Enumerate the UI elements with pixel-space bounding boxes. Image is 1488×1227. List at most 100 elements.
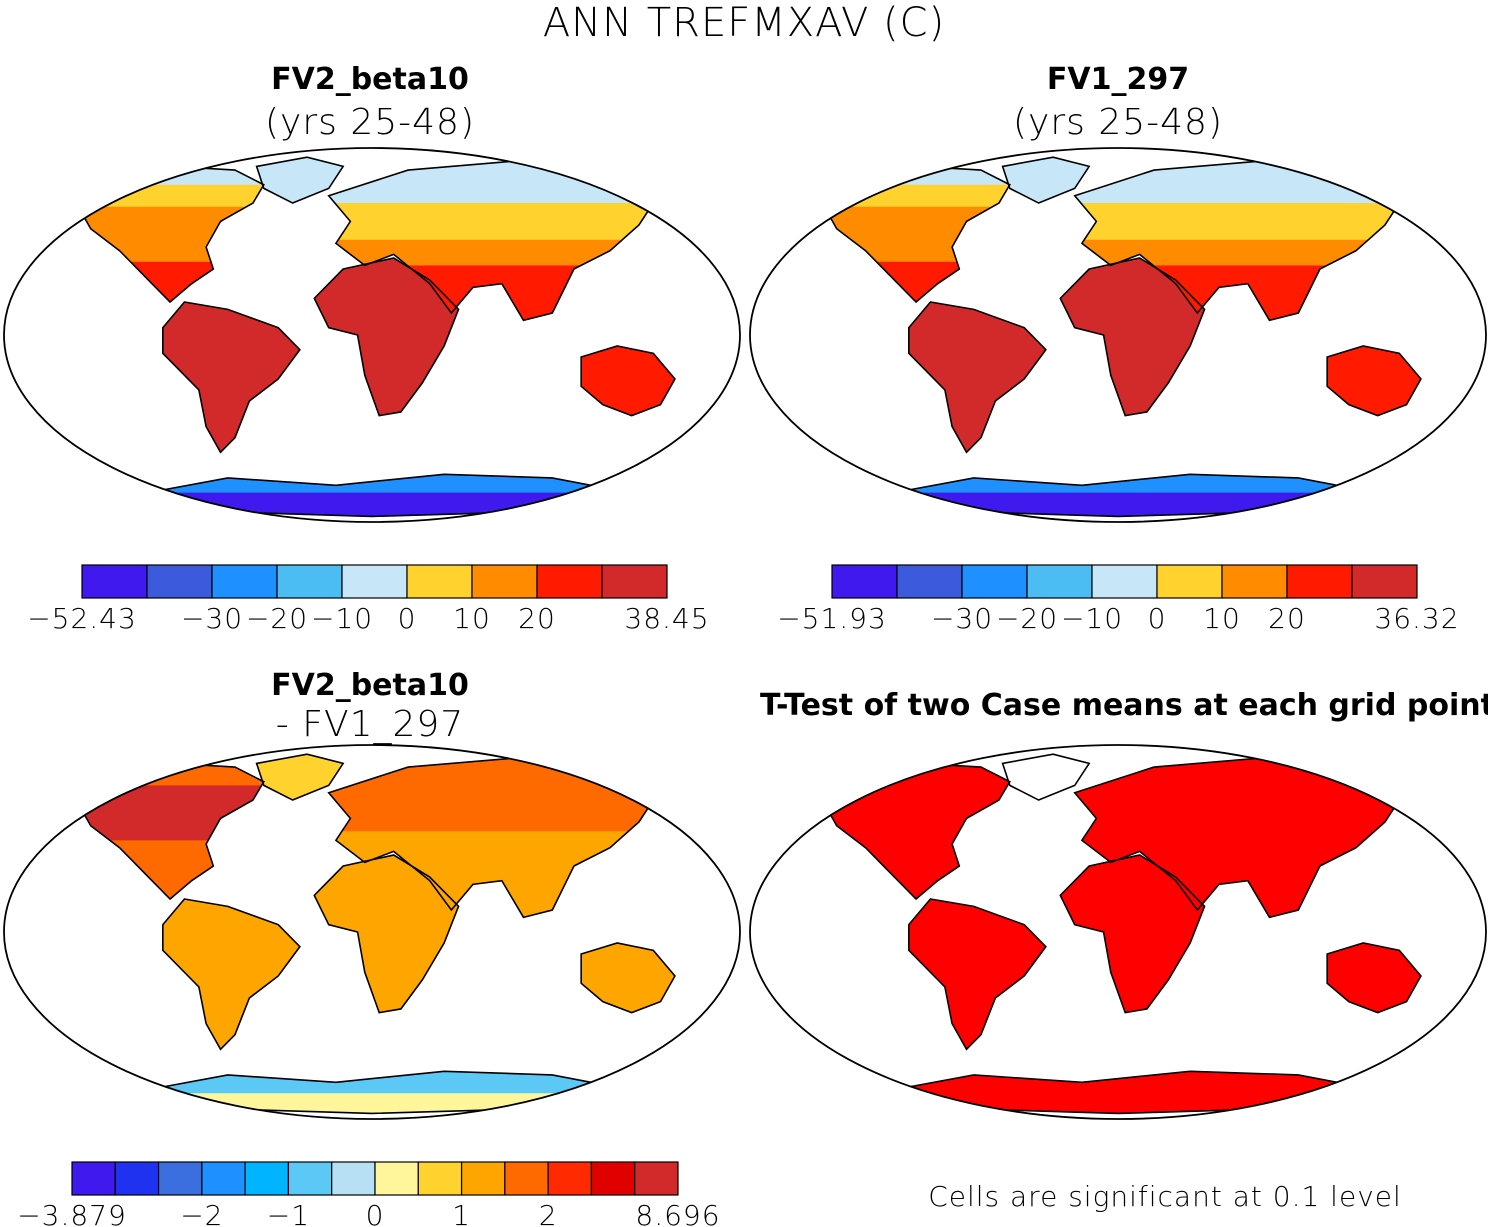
colorbar-swatch: [1156, 564, 1223, 599]
band-antarctica: [894, 474, 1357, 493]
band-eurasia: [328, 757, 661, 832]
landmass-australia: [581, 345, 675, 416]
figure-title: ANN TREFMXAV (C): [542, 0, 946, 46]
coastline-southAmerica: [162, 301, 301, 454]
colorbar-swatch: [601, 564, 668, 599]
colorbar-tick-label: −3.879: [17, 1199, 127, 1227]
colorbar-swatch: [81, 564, 148, 599]
colorbar-swatch: [211, 564, 278, 599]
landmass-southAmerica: [908, 302, 1046, 453]
coastline-northAmerica: [821, 165, 1011, 304]
map-outline: [749, 744, 1487, 1120]
band-antarctica: [148, 474, 611, 493]
landmass-australia: [581, 942, 675, 1013]
landmass-australia: [1327, 942, 1421, 1013]
map-panel-2: [749, 147, 1487, 523]
colorbar-swatch: [460, 1161, 506, 1196]
landmass-africa: [314, 855, 459, 1013]
colorbar-tick-label: −20: [246, 602, 308, 635]
landmass-greenland: [1002, 157, 1090, 204]
colorbar-swatch: [276, 564, 343, 599]
map-outline: [3, 744, 741, 1120]
colorbar-tick-label: 8.696: [635, 1199, 720, 1227]
coastline-africa: [1059, 257, 1206, 417]
colorbar-swatch: [1286, 564, 1353, 599]
band-eurasia: [328, 239, 661, 266]
landmass-northAmerica: [822, 763, 1010, 900]
map-panel-3: [3, 744, 741, 1120]
panel2-title: FV1_297: [1046, 62, 1190, 97]
coastline-australia: [580, 942, 676, 1014]
colorbar-swatch: [590, 1161, 636, 1196]
colorbar-tick-label: 20: [518, 602, 556, 635]
colorbar-swatch: [201, 1161, 246, 1196]
panel4-title: T-Test of two Case means at each grid po…: [760, 688, 1488, 723]
colorbar-3: −3.879 −2 −1 0 1 2 8.696: [17, 1161, 720, 1227]
colorbar-tick-label: 1: [452, 1199, 471, 1227]
coastline-australia: [580, 345, 676, 417]
landmass-greenland: [256, 157, 344, 204]
colorbar-swatch: [1026, 564, 1093, 599]
colorbar-tick-label: 10: [453, 602, 491, 635]
coastline-africa: [1059, 854, 1206, 1014]
colorbar-swatch: [114, 1161, 160, 1196]
colorbar-tick-label: −2: [180, 1199, 223, 1227]
map-panel-1: [3, 147, 741, 523]
colorbar-tick-label: −10: [1061, 602, 1123, 635]
colorbar-swatch: [146, 564, 213, 599]
coastline-australia: [1326, 345, 1422, 417]
band-eurasia: [1074, 239, 1407, 266]
colorbar-swatch: [1221, 564, 1288, 599]
colorbar-tick-label: 10: [1203, 602, 1241, 635]
colorbar-swatch: [331, 1161, 376, 1196]
band-antarctica: [148, 1071, 611, 1094]
landmass-africa: [1060, 855, 1205, 1013]
coastline-greenland: [1001, 753, 1091, 801]
panel1-title: FV2_beta10: [271, 62, 469, 97]
colorbar-tick-label: 38.45: [624, 602, 709, 635]
colorbar-swatch: [504, 1161, 549, 1196]
band-northAmerica: [822, 166, 1010, 207]
colorbar-tick-label: −20: [996, 602, 1058, 635]
coastline-antarctica: [891, 473, 1359, 518]
landmass-greenland: [256, 754, 344, 801]
colorbar-swatch: [961, 564, 1028, 599]
colorbar-tick-label: 0: [366, 1199, 385, 1227]
coastline-greenland: [1001, 156, 1091, 204]
map-panel-4: [749, 744, 1487, 1120]
colorbar-swatch: [244, 1161, 290, 1196]
significance-footnote: Cells are significant at 0.1 level: [928, 1180, 1402, 1213]
colorbar-tick-label: −1: [267, 1199, 310, 1227]
colorbar-2: −51.93 −30 −20 −10 0 10 20 36.32: [777, 564, 1459, 635]
colorbar-1: −52.43 −30 −20 −10 0 10 20 38.45: [27, 564, 709, 635]
coastline-africa: [313, 257, 460, 417]
colorbar-tick-label: −30: [931, 602, 993, 635]
panel2-subtitle: (yrs 25-48): [1012, 102, 1223, 143]
colorbar-swatch: [896, 564, 963, 599]
colorbar-swatch: [547, 1161, 593, 1196]
band-eurasia: [1074, 160, 1407, 204]
landmass-australia: [1327, 345, 1421, 416]
coastline-antarctica: [145, 473, 613, 518]
colorbar-tick-label: −10: [311, 602, 373, 635]
coastline-northAmerica: [75, 762, 265, 901]
band-eurasia: [328, 160, 661, 204]
colorbar-tick-label: 0: [398, 602, 417, 635]
landmass-africa: [1060, 258, 1205, 416]
colorbar-tick-label: −51.93: [777, 602, 887, 635]
coastline-greenland: [255, 753, 345, 801]
landmass-eurasia: [1074, 757, 1407, 918]
colorbar-tick-label: 2: [539, 1199, 558, 1227]
band-northAmerica: [76, 166, 264, 207]
colorbar-tick-label: −30: [181, 602, 243, 635]
landmass-southAmerica: [162, 899, 300, 1050]
panel1-subtitle: (yrs 25-48): [264, 102, 475, 143]
colorbar-tick-label: 20: [1268, 602, 1306, 635]
colorbar-swatch: [406, 564, 473, 599]
coastline-antarctica: [145, 1070, 613, 1115]
coastline-australia: [1326, 942, 1422, 1014]
landmass-africa: [314, 258, 459, 416]
colorbar-swatch: [831, 564, 898, 599]
coastline-northAmerica: [821, 762, 1011, 901]
